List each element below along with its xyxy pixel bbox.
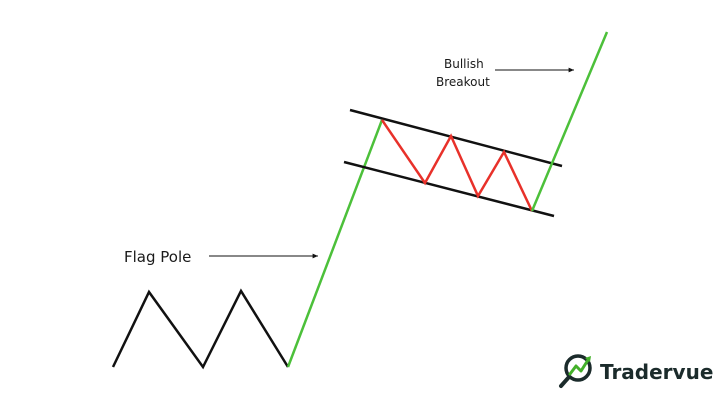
breakout-label-line2: Breakout: [436, 75, 490, 89]
magnifier-trend-icon: [559, 354, 592, 388]
prior-trend-line: [111, 288, 290, 370]
brand-name: Tradervue: [600, 360, 713, 384]
flag-pole-line: [286, 119, 384, 368]
flag-pole-label: Flag Pole: [124, 248, 191, 266]
channel-lower-line: [343, 160, 555, 218]
channel-upper-line: [349, 108, 563, 168]
brand-logo: Tradervue: [559, 354, 713, 388]
flag-swing-line: [380, 119, 534, 212]
breakout-line: [530, 31, 609, 212]
breakout-label-line1: Bullish: [444, 57, 484, 71]
